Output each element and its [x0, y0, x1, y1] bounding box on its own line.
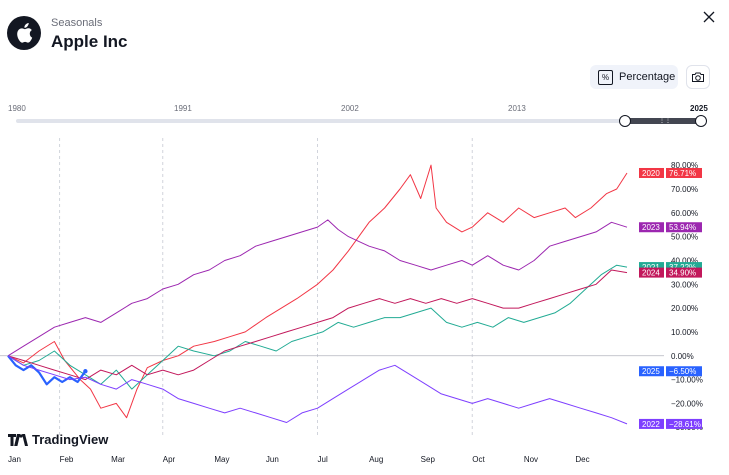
series-year-tag	[639, 267, 664, 278]
x-tick-label: Dec	[575, 455, 589, 464]
x-tick-label: May	[214, 455, 229, 464]
x-tick-label: Sep	[421, 455, 436, 464]
series-line-2024	[7, 269, 628, 381]
range-start-handle[interactable]	[619, 115, 631, 127]
series-value-label: 76.71%	[669, 169, 696, 178]
series-line-2025	[7, 355, 87, 386]
y-tick-label: 20.00%	[671, 304, 698, 313]
x-tick-label: Oct	[472, 455, 485, 464]
series-value-tag	[666, 167, 702, 178]
series-year-tag	[639, 262, 664, 273]
x-tick-label: Jun	[266, 455, 279, 464]
x-tick-label: Jul	[318, 455, 328, 464]
series-value-label: −28.61%	[669, 420, 701, 429]
series-value-label: −6.50%	[669, 367, 696, 376]
y-tick-label: 40.00%	[671, 256, 698, 265]
series-value-label: 34.90%	[669, 269, 696, 278]
series-value-tag	[666, 366, 702, 377]
timeline-label: 2025	[690, 104, 708, 113]
series-year-label: 2025	[642, 367, 660, 376]
x-tick-label: Nov	[524, 455, 538, 464]
y-tick-label: 30.00%	[671, 280, 698, 289]
series-line-2020	[7, 164, 628, 419]
series-line-2023	[7, 219, 628, 357]
series-year-label: 2024	[642, 269, 660, 278]
close-icon[interactable]	[700, 8, 718, 26]
series-year-tag	[639, 222, 664, 233]
brand-name: TradingView	[32, 432, 109, 447]
y-tick-label: 50.00%	[671, 233, 698, 242]
x-tick-label: Aug	[369, 455, 383, 464]
seasonals-chart: 80.00% 70.00% 60.00% 50.00% 40.00% 30.00% 20.0…	[0, 138, 703, 464]
series-year-label: 2022	[642, 420, 660, 429]
series-endpoint-2025	[83, 369, 88, 374]
y-tick-label: 0.00%	[671, 352, 694, 361]
y-tick-label: 70.00%	[671, 185, 698, 194]
x-tick-label: Mar	[111, 455, 125, 464]
page-title: Apple Inc	[51, 32, 128, 51]
series-year-label: 2023	[642, 223, 660, 232]
header-subtitle: Seasonals	[51, 17, 103, 29]
x-tick-label: Feb	[60, 455, 74, 464]
series-value-tag	[666, 262, 702, 273]
range-end-handle[interactable]	[695, 115, 707, 127]
x-tick-label: Jan	[8, 455, 21, 464]
timeline-label: 2013	[508, 104, 526, 113]
series-value-label: 37.22%	[669, 263, 696, 272]
series-line-2021	[7, 264, 628, 390]
series-year-tag	[639, 167, 664, 178]
grip-icon: ⋮⋮	[659, 118, 671, 124]
tradingview-logo: TradingView	[8, 432, 108, 447]
timeline-label: 1991	[174, 104, 192, 113]
y-tick-label: 10.00%	[671, 328, 698, 337]
series-year-label: 2020	[642, 169, 660, 178]
series-value-tag	[666, 222, 702, 233]
percent-icon: %	[598, 69, 613, 85]
screenshot-button[interactable]	[686, 65, 710, 89]
series-year-label: 2021	[642, 263, 660, 272]
camera-icon	[692, 72, 704, 82]
series-value-label: 53.94%	[669, 223, 696, 232]
series-year-tag	[639, 366, 664, 377]
series-line-2022	[7, 355, 628, 425]
x-tick-label: Apr	[163, 455, 176, 464]
timeline-label: 2002	[341, 104, 359, 113]
y-tick-label: −20.00%	[671, 399, 703, 408]
series-value-tag	[666, 418, 702, 429]
timeline-selected-range[interactable]	[625, 118, 701, 124]
timeline-label: 1980	[8, 104, 26, 113]
y-tick-label: 60.00%	[671, 209, 698, 218]
y-tick-label: 80.00%	[671, 161, 698, 170]
series-value-tag	[666, 267, 702, 278]
y-tick-label: −10.00%	[671, 376, 703, 385]
tradingview-icon	[8, 433, 28, 446]
apple-logo-icon	[7, 16, 41, 50]
series-year-tag	[639, 418, 664, 429]
timeline-track[interactable]	[16, 119, 701, 123]
percentage-label: Percentage	[619, 71, 676, 83]
percentage-button[interactable]: % Percentage	[590, 65, 678, 89]
